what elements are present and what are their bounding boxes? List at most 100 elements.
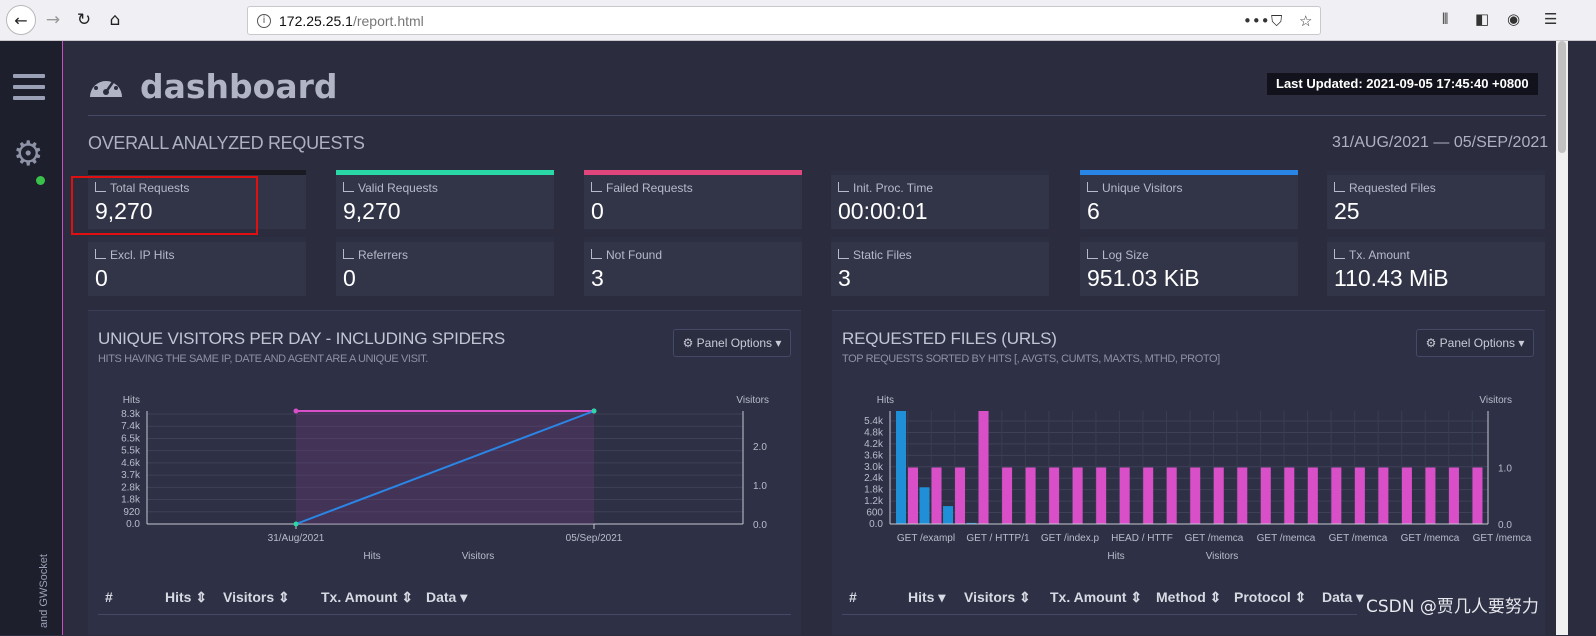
legend-hits: Hits (363, 551, 380, 562)
col-index: # (849, 589, 857, 605)
bar-chart-icon (591, 249, 602, 259)
visitors-bar (1213, 467, 1224, 524)
col-hits[interactable]: Hits ▾ (908, 589, 946, 605)
y-tick-label: 2.8k (121, 482, 141, 493)
stat-card-value: 00:00:01 (838, 198, 928, 224)
visitors-bar (1096, 467, 1107, 524)
bookmark-star-icon[interactable]: ☆ (1299, 12, 1313, 30)
account-icon[interactable]: ◉ (1507, 10, 1521, 28)
y2-tick-label: 0.0 (1498, 520, 1512, 531)
col-hits[interactable]: Hits ⇕ (165, 589, 208, 605)
col-data[interactable]: Data ▾ (1322, 589, 1364, 605)
url-bar[interactable]: i 172.25.25.1/report.html ••• ⛉ ☆ (247, 6, 1321, 35)
stat-card: Log Size 951.03 KiB (1080, 237, 1298, 296)
y-tick-label: 1.2k (864, 496, 884, 507)
table-divider (842, 614, 1357, 615)
visitors-bar (1354, 467, 1365, 524)
pocket-icon[interactable]: ⛉ (1271, 12, 1283, 30)
menu-icon[interactable]: ☰ (1544, 10, 1558, 28)
bar-chart-icon (1334, 249, 1345, 259)
requests-panel-options-button[interactable]: ⚙ Panel Options ▾ (1416, 329, 1534, 357)
bar-chart-icon (838, 249, 849, 259)
vertical-scrollbar[interactable] (1556, 41, 1568, 635)
stat-card-value: 0 (343, 265, 356, 291)
stat-card: Requested Files 25 (1327, 170, 1545, 229)
x-tick-label: GET /memca (1401, 533, 1460, 544)
requests-panel: REQUESTED FILES (URLS) TOP REQUESTS SORT… (832, 310, 1545, 635)
visitors-bar (1425, 467, 1436, 524)
overall-section-title: OVERALL ANALYZED REQUESTS (88, 133, 365, 153)
visitors-bar (1378, 467, 1389, 524)
y2-tick-label: 0.0 (753, 520, 767, 531)
header-divider (88, 115, 1546, 116)
legend-visitors: Visitors (462, 551, 495, 562)
y-tick-label: 0.0 (126, 519, 140, 530)
reload-icon[interactable]: ↻ (76, 10, 92, 30)
bar-chart-icon (1334, 182, 1345, 192)
x-tick-label: GET /memca (1185, 533, 1244, 544)
bar-chart-icon (1087, 249, 1098, 259)
legend-hits: Hits (1107, 551, 1124, 562)
stat-card: Failed Requests 0 (584, 170, 802, 229)
visitors-bar (1190, 467, 1201, 524)
requests-chart: Hits Visitors0.06001.2k1.8k2.4k3.0k3.6k4.… (864, 395, 1532, 562)
hits-bar (919, 487, 930, 524)
y-tick-label: 5.5k (121, 446, 141, 457)
date-range: 31/AUG/2021 — 05/SEP/2021 (1332, 134, 1549, 151)
page-title: dashboard (140, 67, 338, 106)
page-actions-icon[interactable]: ••• (1243, 12, 1270, 30)
visitors-panel-title: UNIQUE VISITORS PER DAY - INCLUDING SPID… (98, 329, 506, 348)
col-method[interactable]: Method ⇕ (1156, 589, 1222, 605)
visitors-bar (955, 467, 966, 524)
col-visitors[interactable]: Visitors ⇕ (964, 589, 1031, 605)
stat-card-label: Excl. IP Hits (95, 248, 174, 262)
requests-panel-subtitle: TOP REQUESTS SORTED BY HITS [, AVGTS, CU… (842, 353, 1220, 365)
forward-icon[interactable]: → (45, 10, 61, 30)
y-axis-label: Hits (877, 395, 894, 406)
stat-card-value: 0 (591, 198, 604, 224)
x-tick-label: GET /index.p (1041, 533, 1100, 544)
stat-card-value: 9,270 (343, 198, 401, 224)
hits-point (591, 408, 597, 414)
stat-card-label: Valid Requests (343, 181, 438, 195)
stat-card-label: Not Found (591, 248, 662, 262)
url-text[interactable]: 172.25.25.1/report.html (279, 13, 424, 29)
url-host: 172.25.25.1 (279, 13, 353, 29)
stat-card-label: Failed Requests (591, 181, 693, 195)
stat-card-label: Requested Files (1334, 181, 1436, 195)
stat-card-value: 3 (591, 265, 604, 291)
visitors-panel-options-button[interactable]: ⚙ Panel Options ▾ (673, 329, 791, 357)
y-tick-label: 4.6k (121, 458, 141, 469)
col-tx-amount[interactable]: Tx. Amount ⇕ (1050, 589, 1143, 605)
stat-card-label: Static Files (838, 248, 912, 262)
annotation-highlight-box (71, 176, 258, 235)
home-icon[interactable]: ⌂ (109, 10, 121, 30)
websocket-status-dot (36, 176, 45, 185)
browser-toolbar: ← → ↻ ⌂ i 172.25.25.1/report.html ••• ⛉ … (0, 0, 1596, 41)
y-tick-label: 1.8k (121, 495, 141, 506)
x-tick-label: GET /exampl (897, 533, 955, 544)
hits-bar (966, 522, 977, 524)
site-info-icon[interactable]: i (257, 14, 271, 28)
col-data[interactable]: Data ▾ (426, 589, 468, 605)
y-tick-label: 1.8k (864, 485, 884, 496)
gear-icon[interactable]: ⚙ (13, 134, 44, 174)
y2-tick-label: 1.0 (1498, 464, 1512, 475)
scrollbar-thumb[interactable] (1558, 41, 1566, 153)
col-visitors[interactable]: Visitors ⇕ (223, 589, 290, 605)
sidebar-icon[interactable]: ◧ (1475, 10, 1490, 28)
y-tick-label: 0.0 (869, 519, 883, 530)
stat-card-value: 6 (1087, 198, 1100, 224)
visitors-bar (978, 411, 989, 524)
requests-panel-title: REQUESTED FILES (URLS) (842, 329, 1057, 348)
library-icon[interactable]: ⫴ (1442, 10, 1449, 28)
bar-chart-icon (838, 182, 849, 192)
last-updated-badge: Last Updated: 2021-09-05 17:45:40 +0800 (1267, 73, 1538, 95)
hamburger-menu-icon[interactable] (13, 74, 45, 100)
x-tick-label: GET /memca (1473, 533, 1532, 544)
back-icon[interactable]: ← (6, 5, 36, 35)
y-tick-label: 2.4k (864, 473, 884, 484)
x-tick-label: 05/Sep/2021 (566, 533, 623, 544)
col-protocol[interactable]: Protocol ⇕ (1234, 589, 1307, 605)
col-tx-amount[interactable]: Tx. Amount ⇕ (321, 589, 414, 605)
